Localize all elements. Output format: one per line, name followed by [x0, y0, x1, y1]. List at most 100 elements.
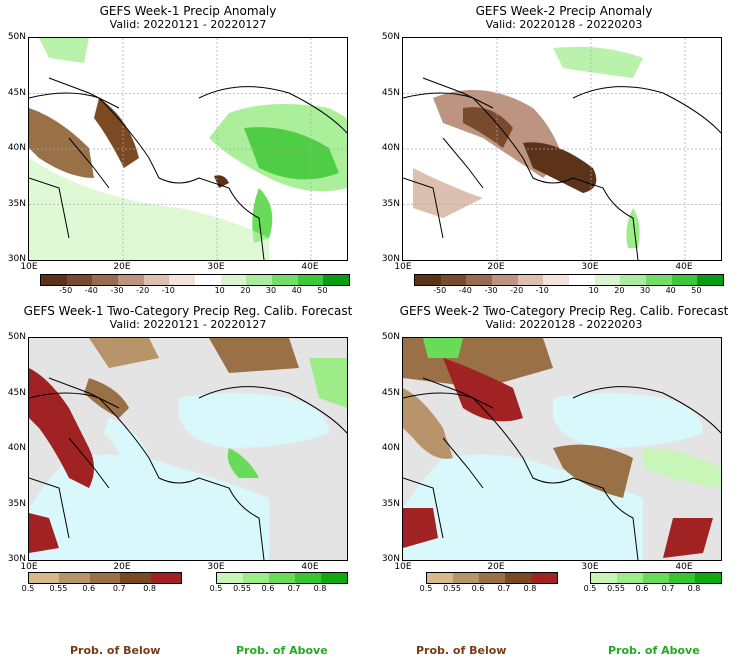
- probability-map: [402, 337, 722, 561]
- colorbar-swatch: [594, 275, 621, 285]
- lon-label: 10E: [394, 262, 412, 272]
- lon-label: 30E: [581, 562, 599, 572]
- colorbar-labels: -50 -40 -30 -20 -10 10 20 30 40 50: [414, 286, 722, 296]
- above-colorbar: [216, 572, 348, 584]
- colorbar-swatch: [646, 275, 672, 285]
- lat-label: 45N: [7, 88, 26, 98]
- lat-label: 40N: [381, 443, 400, 453]
- above-colorbar-labels: 0.5 0.55 0.6 0.7 0.8: [584, 584, 720, 594]
- lat-label: 30N: [381, 254, 400, 264]
- lat-label: 50N: [381, 32, 400, 42]
- colorbar-tick-label: 0.8: [523, 584, 537, 593]
- colorbar-tick-label: 40: [291, 286, 302, 295]
- colorbar-swatch: [323, 275, 350, 285]
- colorbar-tick-label: 0.55: [233, 584, 251, 593]
- colorbar-tick-label: 0.6: [82, 584, 96, 593]
- colorbar-tick-label: 0.6: [261, 584, 275, 593]
- colorbar-tick-label: 0.7: [112, 584, 126, 593]
- lat-label: 50N: [381, 332, 400, 342]
- colorbar-swatch: [695, 573, 721, 583]
- colorbar-swatch: [415, 275, 441, 285]
- panel-week2-anomaly: GEFS Week-2 Precip Anomaly Valid: 202201…: [376, 0, 752, 300]
- colorbar-swatch: [543, 275, 570, 285]
- panel-week1-anomaly: GEFS Week-1 Precip Anomaly Valid: 202201…: [0, 0, 376, 300]
- colorbar-tick-label: 0.7: [661, 584, 675, 593]
- colorbar-tick-label: 0.6: [635, 584, 649, 593]
- colorbar-tick-label: 50: [317, 286, 328, 295]
- colorbar-swatch: [220, 275, 247, 285]
- colorbar-swatch: [453, 573, 479, 583]
- colorbar-tick-label: 0.7: [287, 584, 301, 593]
- lat-label: 35N: [7, 199, 26, 209]
- lat-label: 35N: [381, 499, 400, 509]
- colorbar-swatch: [217, 573, 243, 583]
- lon-label: 10E: [20, 562, 38, 572]
- anomaly-colorbar: [40, 274, 350, 286]
- colorbar-tick-label: 0.8: [687, 584, 701, 593]
- colorbar-swatch: [150, 573, 182, 583]
- lon-label: 20E: [113, 262, 131, 272]
- colorbar-tick-label: 10: [588, 286, 599, 295]
- colorbar-swatch: [143, 275, 170, 285]
- lon-label: 20E: [487, 562, 505, 572]
- anomaly-map: [28, 37, 348, 261]
- colorbar-tick-label: -50: [433, 286, 447, 295]
- colorbar-tick-label: 0.8: [313, 584, 327, 593]
- probability-map-canvas: [29, 338, 347, 560]
- colorbar-swatch: [246, 275, 273, 285]
- colorbar-swatch: [492, 275, 518, 285]
- colorbar-tick-label: -50: [59, 286, 73, 295]
- lon-label: 20E: [487, 262, 505, 272]
- below-colorbar: [28, 572, 182, 584]
- below-colorbar-labels: 0.5 0.55 0.6 0.7 0.8: [22, 584, 180, 594]
- above-colorbar-labels: 0.5 0.55 0.6 0.7 0.8: [210, 584, 346, 594]
- valid-dates: Valid: 20220121 - 20220127: [109, 18, 267, 31]
- lat-label: 30N: [381, 554, 400, 564]
- colorbar-tick-label: 20: [614, 286, 625, 295]
- anomaly-map-canvas: [403, 38, 721, 260]
- anomaly-map-canvas: [29, 38, 347, 260]
- anomaly-map: [402, 37, 722, 261]
- probability-map: [28, 337, 348, 561]
- colorbar-tick-label: 0.55: [49, 584, 68, 593]
- colorbar-swatch: [517, 275, 544, 285]
- colorbar-tick-label: -20: [136, 286, 150, 295]
- lat-label: 35N: [381, 199, 400, 209]
- below-colorbar: [426, 572, 558, 584]
- lon-label: 10E: [394, 562, 412, 572]
- colorbar-tick-label: 0.5: [209, 584, 223, 593]
- above-colorbar: [590, 572, 722, 584]
- panel-title: GEFS Week-2 Precip Anomaly: [475, 4, 653, 18]
- lat-label: 45N: [381, 388, 400, 398]
- lat-label: 40N: [7, 443, 26, 453]
- colorbar-swatch: [66, 275, 93, 285]
- colorbar-swatch: [272, 275, 298, 285]
- colorbar-tick-label: 50: [691, 286, 702, 295]
- lon-label: 40E: [675, 562, 693, 572]
- colorbar-swatch: [671, 275, 698, 285]
- colorbar-swatch: [440, 275, 467, 285]
- probability-map-canvas: [403, 338, 721, 560]
- colorbar-swatch: [669, 573, 695, 583]
- panel-title: GEFS Week-1 Two-Category Precip Reg. Cal…: [23, 304, 353, 318]
- colorbar-tick-label: 30: [265, 286, 277, 295]
- colorbar-swatch: [617, 573, 643, 583]
- below-colorbar-labels: 0.5 0.55 0.6 0.7 0.8: [420, 584, 556, 594]
- colorbar-swatch: [466, 275, 493, 285]
- lon-label: 40E: [675, 262, 693, 272]
- lat-label: 50N: [7, 32, 26, 42]
- colorbar-swatch: [297, 275, 324, 285]
- colorbar-tick-label: 0.6: [471, 584, 485, 593]
- colorbar-swatch: [620, 275, 647, 285]
- colorbar-swatch: [118, 275, 144, 285]
- lon-label: 40E: [301, 262, 319, 272]
- colorbar-tick-label: 40: [665, 286, 676, 295]
- lat-label: 50N: [7, 332, 26, 342]
- colorbar-tick-label: 0.7: [497, 584, 511, 593]
- lat-label: 30N: [7, 554, 26, 564]
- colorbar-swatch: [59, 573, 90, 583]
- colorbar-tick-label: -10: [535, 286, 549, 295]
- colorbar-tick-label: 0.5: [583, 584, 597, 593]
- colorbar-swatch: [531, 573, 557, 583]
- valid-dates: Valid: 20220128 - 20220203: [485, 18, 643, 31]
